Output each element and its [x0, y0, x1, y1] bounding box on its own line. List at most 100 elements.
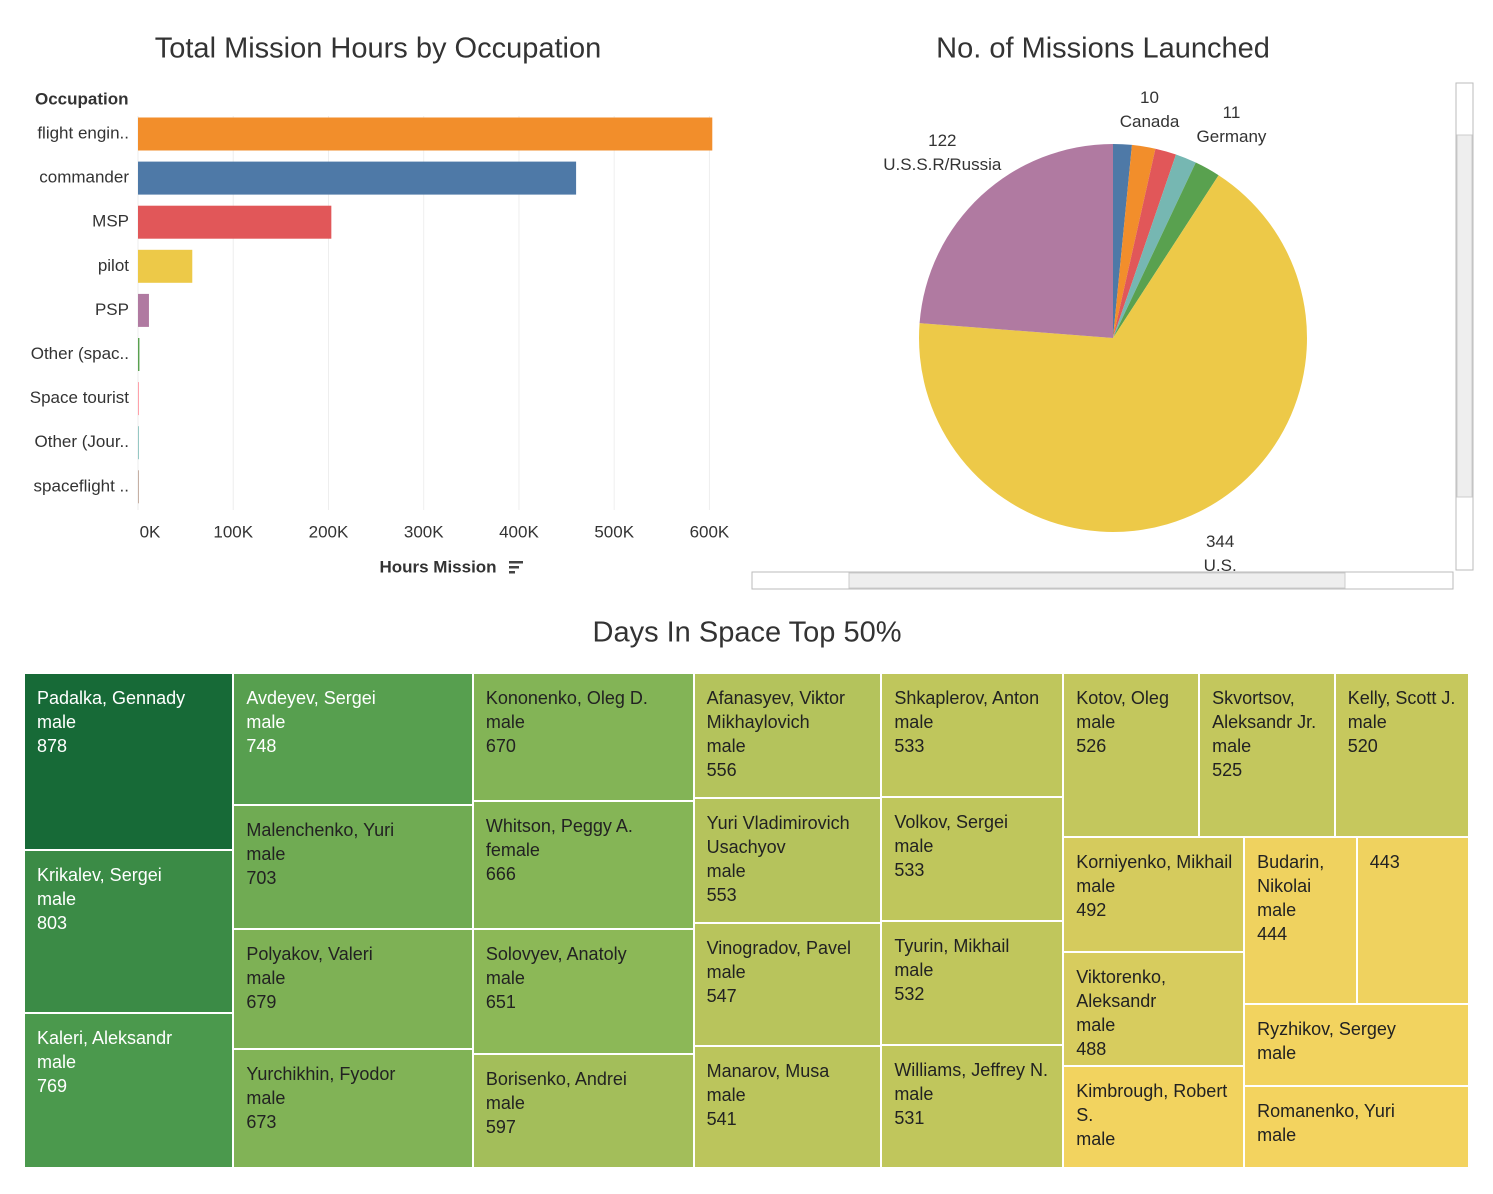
- treemap-cell: Korniyenko, Mikhail male 492: [1064, 837, 1244, 951]
- cell-value: 803: [37, 913, 68, 934]
- cell-value: 443: [1369, 851, 1400, 872]
- cell-value: 488: [1076, 1038, 1107, 1059]
- slice-label: U.S.S.R/Russia: [883, 155, 1002, 174]
- bar: [138, 117, 713, 151]
- pie-slice: [1113, 148, 1176, 338]
- cell-gender: male: [1212, 736, 1252, 756]
- data-label: 344: [1206, 532, 1234, 551]
- bar: [138, 161, 577, 195]
- cell-value: 547: [706, 985, 737, 1006]
- x-tick-label: 0K: [140, 522, 161, 541]
- cell-gender: male: [894, 1083, 934, 1104]
- treemap-cell: Polyakov, Valeri male 679: [234, 930, 472, 1049]
- x-tick-label: 500K: [594, 522, 634, 541]
- cell-name: Romanenko, Yuri: [1257, 1100, 1395, 1121]
- treemap-cell: Avdeyev, Sergei male 748: [234, 674, 472, 805]
- cell-name: Budarin, Nikolai: [1257, 851, 1325, 896]
- cell-value: 531: [894, 1107, 925, 1128]
- y-tick-label: commander: [39, 168, 129, 187]
- treemap-cell: Yuri Vladimirovich Usachyov male 553: [694, 799, 881, 922]
- treemap-cell: Kimbrough, Robert S.male437: [1064, 1066, 1244, 1167]
- cell-gender: male: [1076, 1014, 1116, 1035]
- cell-value: 666: [485, 864, 516, 885]
- cell-value: 673: [246, 1112, 277, 1133]
- cell-value: 597: [485, 1116, 516, 1137]
- pie-slice: [1113, 144, 1156, 338]
- cell-value: 651: [485, 991, 516, 1012]
- cell-name: Skvortsov, Aleksandr Jr.: [1212, 688, 1317, 732]
- treemap-cell: Tyurin, Mikhail male 532: [882, 921, 1063, 1044]
- cell-name: Ryzhikov, Sergey: [1257, 1018, 1396, 1039]
- y-tick-label: Space tourist: [30, 388, 129, 407]
- slice-label: Canada: [1120, 112, 1180, 131]
- treemap-cell: 443: [1357, 837, 1468, 1003]
- treemap-cell: Budarin, Nikolai male 444: [1245, 837, 1356, 1003]
- y-tick-label: pilot: [98, 256, 129, 275]
- cell-gender: female: [485, 840, 540, 861]
- vertical-scrollbar[interactable]: [1455, 82, 1474, 571]
- y-tick-label: PSP: [95, 300, 129, 319]
- treemap: Padalka, Gennady male 878 Krikalev, Sergei m…: [25, 674, 1470, 1169]
- cell-name: Kelly, Scott J.: [1347, 688, 1456, 708]
- bar: [138, 293, 149, 327]
- y-tick-label: spaceflight ..: [34, 476, 129, 495]
- bar: [138, 205, 332, 239]
- cell-gender: male: [1257, 1042, 1297, 1063]
- pie-slice: [919, 144, 1113, 338]
- cell-gender: male: [246, 844, 286, 865]
- treemap-cell: Kotov, Oleg male 526: [1064, 674, 1199, 836]
- treemap-cell: Whitson, Peggy A. female 666: [473, 802, 693, 928]
- treemap-cell: Krikalev, Sergei male 803: [25, 851, 233, 1012]
- sort-icon[interactable]: [509, 561, 523, 574]
- bar: [138, 249, 193, 283]
- cell-name: Yuri Vladimirovich Usachyov: [706, 813, 850, 858]
- cell-name: Padalka, Gennady: [37, 688, 186, 708]
- cell-gender: male: [894, 712, 934, 732]
- treemap-cell: Romanenko, Yurimale436: [1245, 1086, 1468, 1167]
- cell-gender: male: [246, 712, 286, 732]
- data-label: 11: [1223, 103, 1241, 122]
- treemap-cell: Solovyev, Anatoly male 651: [473, 929, 693, 1053]
- y-tick-label: flight engin..: [37, 123, 129, 142]
- cell-value: 553: [706, 885, 737, 906]
- cell-name: Solovyev, Anatoly: [485, 943, 627, 964]
- x-tick-label: 100K: [213, 522, 253, 541]
- cell-value: 532: [894, 983, 925, 1004]
- cell-value: 703: [246, 868, 277, 889]
- x-axis-title: Hours Mission: [379, 557, 496, 576]
- cell-name: Kimbrough, Robert S.: [1076, 1080, 1228, 1125]
- cell-name: Whitson, Peggy A.: [485, 816, 633, 837]
- x-tick-label: 600K: [690, 522, 730, 541]
- cell-gender: male: [1076, 712, 1116, 732]
- horizontal-scrollbar[interactable]: [751, 571, 1454, 590]
- treemap-cell: Malenchenko, Yuri male 703: [234, 806, 472, 929]
- pie-slice: [1113, 144, 1132, 338]
- y-tick-label: Other (spac..: [31, 344, 129, 363]
- x-tick-label: 300K: [404, 522, 444, 541]
- y-tick-label: Other (Jour..: [35, 432, 129, 451]
- pie-slice: [1113, 154, 1196, 338]
- cell-gender: male: [706, 961, 746, 982]
- cell-gender: male: [1347, 712, 1387, 732]
- treemap-cell: Kelly, Scott J. male 520: [1335, 674, 1468, 836]
- data-label: 10: [1140, 88, 1159, 107]
- bar: [138, 426, 139, 460]
- cell-name: Volkov, Sergei: [894, 811, 1009, 832]
- cell-value: 679: [246, 992, 277, 1013]
- cell-gender: male: [1257, 1124, 1297, 1145]
- chart-title: No. of Missions Launched: [936, 33, 1270, 65]
- cell-gender: male: [246, 1088, 286, 1109]
- cell-name: Manarov, Musa: [706, 1061, 830, 1082]
- cell-gender: male: [706, 1085, 746, 1106]
- pie-slice: [1113, 162, 1219, 338]
- cell-value: 748: [246, 736, 277, 756]
- cell-gender: male: [706, 736, 746, 756]
- treemap-cell: Borisenko, Andrei male 597: [473, 1054, 693, 1167]
- cell-gender: male: [485, 967, 525, 988]
- x-tick-label: 200K: [309, 522, 349, 541]
- cell-value: 556: [706, 760, 737, 780]
- slice-label: U.S.: [1204, 556, 1237, 575]
- cell-value: 444: [1257, 923, 1288, 944]
